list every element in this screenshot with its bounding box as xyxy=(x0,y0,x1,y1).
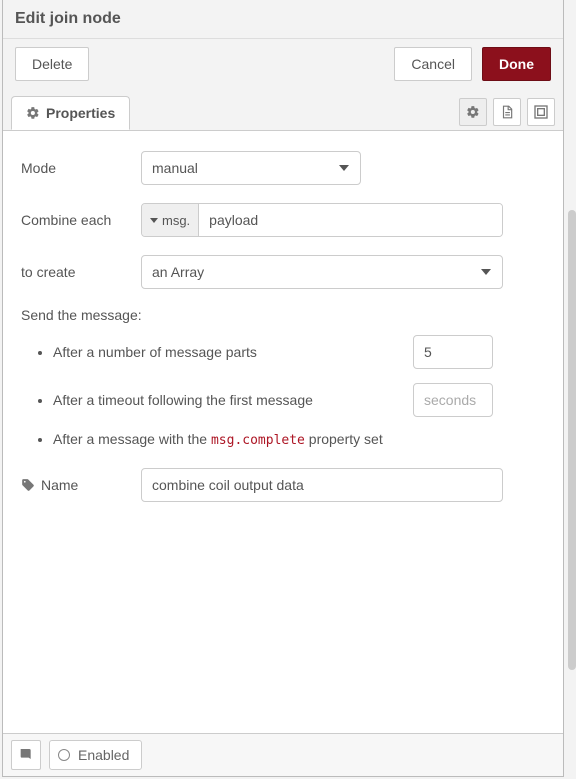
parts-count-input[interactable] xyxy=(413,335,493,369)
name-label-text: Name xyxy=(41,477,78,493)
form-body: Mode manual Combine each msg. to create … xyxy=(3,131,563,733)
combine-value-input[interactable] xyxy=(199,204,502,236)
cancel-button[interactable]: Cancel xyxy=(394,47,472,81)
list-item: After a number of message parts xyxy=(53,335,545,369)
after-parts-text: After a number of message parts xyxy=(53,344,257,360)
settings-icon-button[interactable] xyxy=(459,98,487,126)
scrollbar[interactable] xyxy=(568,210,576,670)
msg-complete-code: msg.complete xyxy=(211,433,305,448)
name-label: Name xyxy=(21,477,141,493)
list-item: After a message with the msg.complete pr… xyxy=(53,431,545,448)
after-timeout-text: After a timeout following the first mess… xyxy=(53,392,313,408)
enabled-label: Enabled xyxy=(78,747,129,763)
send-conditions-list: After a number of message parts After a … xyxy=(21,335,545,448)
doc-icon-button[interactable] xyxy=(493,98,521,126)
tag-icon xyxy=(21,478,35,492)
footer: Enabled xyxy=(3,733,563,776)
send-heading: Send the message: xyxy=(21,307,545,323)
tab-properties[interactable]: Properties xyxy=(11,96,130,130)
mode-select[interactable]: manual xyxy=(141,151,361,185)
combine-type-selector[interactable]: msg. xyxy=(142,204,199,236)
tabs-row: Properties xyxy=(3,93,563,131)
list-item: After a timeout following the first mess… xyxy=(53,383,545,417)
appearance-icon-button[interactable] xyxy=(527,98,555,126)
gear-icon xyxy=(26,106,40,120)
tab-properties-label: Properties xyxy=(46,105,115,121)
name-input[interactable] xyxy=(141,468,503,502)
after-complete-post: property set xyxy=(305,431,383,447)
enabled-toggle[interactable]: Enabled xyxy=(49,740,142,770)
combine-prefix-label: msg. xyxy=(162,213,190,228)
info-icon-button[interactable] xyxy=(11,740,41,770)
timeout-input[interactable] xyxy=(413,383,493,417)
panel-title: Edit join node xyxy=(3,0,563,39)
edit-panel: Edit join node Delete Cancel Done Proper… xyxy=(2,0,564,777)
mode-label: Mode xyxy=(21,160,141,176)
delete-button[interactable]: Delete xyxy=(15,47,89,81)
circle-icon xyxy=(58,749,70,761)
after-complete-pre: After a message with the xyxy=(53,431,211,447)
caret-down-icon xyxy=(150,218,158,223)
done-button[interactable]: Done xyxy=(482,47,551,81)
create-select[interactable]: an Array xyxy=(141,255,503,289)
combine-typed-input: msg. xyxy=(141,203,503,237)
combine-label: Combine each xyxy=(21,212,141,228)
create-label: to create xyxy=(21,264,141,280)
action-button-row: Delete Cancel Done xyxy=(3,39,563,93)
